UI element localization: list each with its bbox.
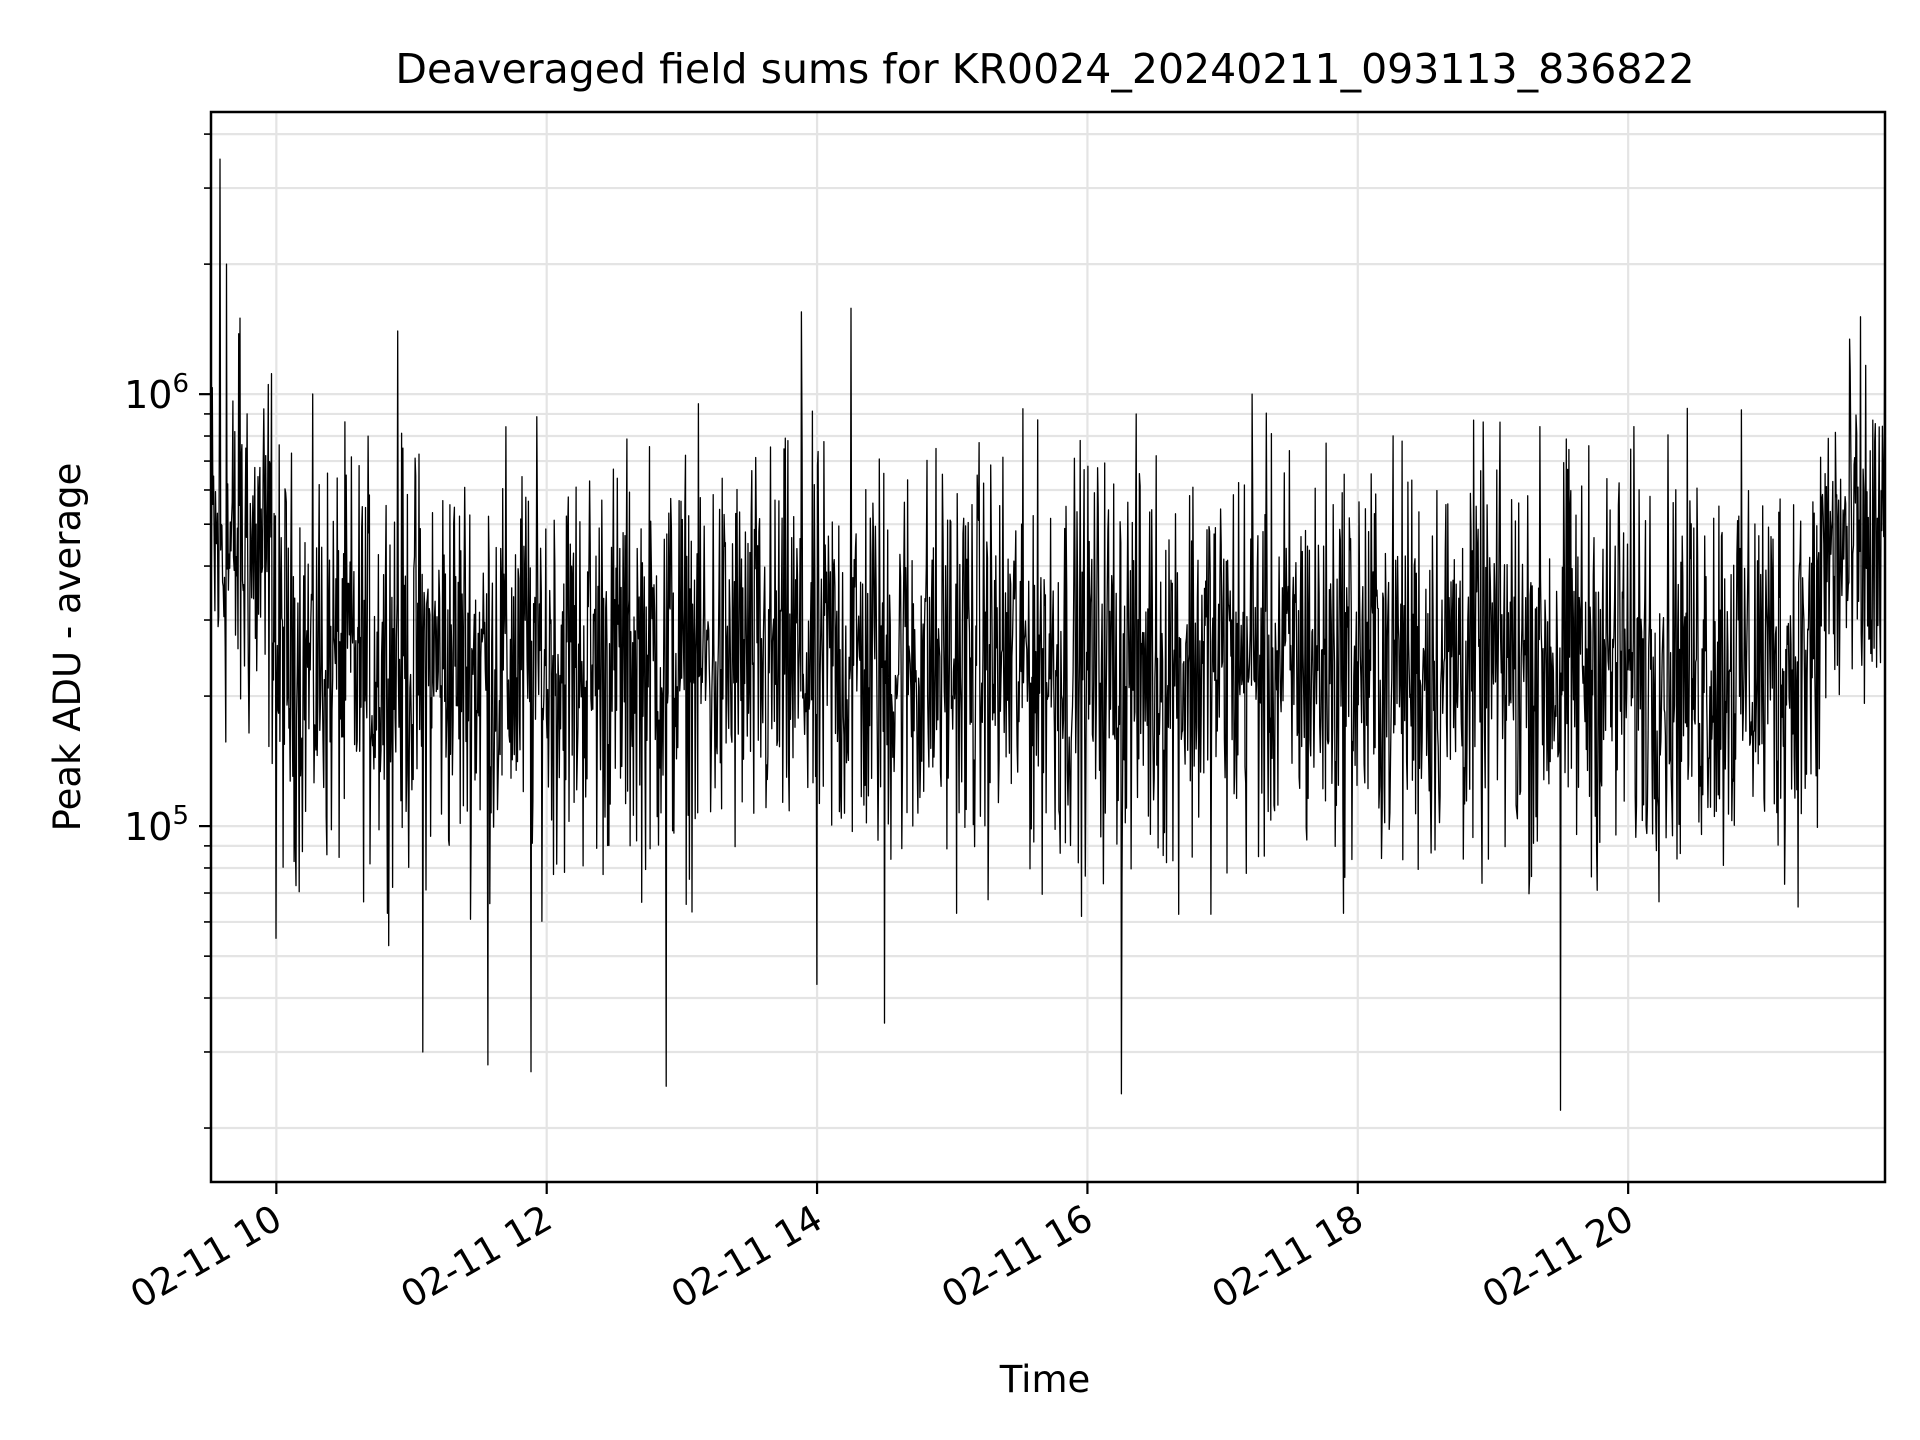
chart-title: Deaveraged field sums for KR0024_2024021… <box>395 45 1694 93</box>
series-line <box>210 158 1886 1111</box>
y-tick-label: 106 <box>124 369 189 417</box>
y-axis-label: Peak ADU - average <box>46 463 89 832</box>
y-tick-label: 105 <box>124 801 189 849</box>
data-line <box>210 158 1886 1111</box>
plot-frame <box>209 110 1887 1184</box>
y-axis-ticks: 105 106 <box>124 133 211 1129</box>
x-axis-label: Time <box>999 1358 1091 1401</box>
